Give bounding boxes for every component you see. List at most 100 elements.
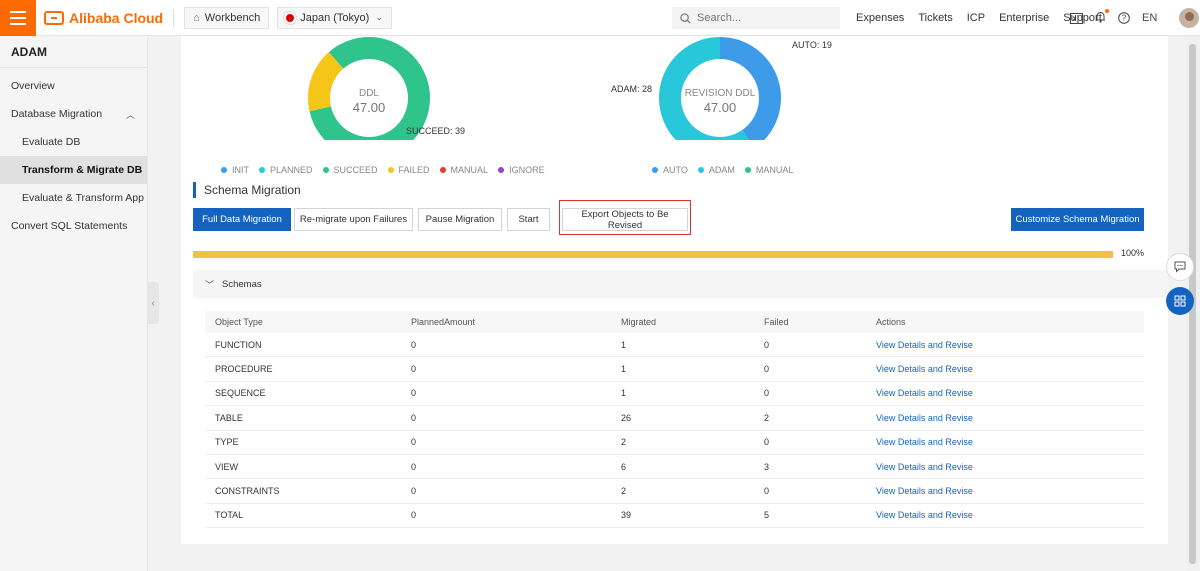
cell-migrated: 2	[621, 486, 627, 497]
cell-action-link[interactable]: View Details and Revise	[876, 388, 973, 399]
alibaba-cloud-logo-icon	[44, 10, 64, 25]
legend-dot	[387, 167, 394, 173]
legend-dot	[697, 167, 704, 173]
legend-item-manual[interactable]: MANUAL	[439, 165, 488, 175]
cell-action-link[interactable]: View Details and Revise	[876, 412, 973, 423]
ddl-slice-failed	[308, 52, 344, 112]
revision-auto-label: AUTO: 19	[792, 40, 832, 50]
legend-item-failed[interactable]: FAILED	[387, 165, 430, 175]
japan-flag-icon	[286, 13, 295, 22]
legend-dot	[498, 167, 505, 173]
sidebar-item-overview[interactable]: Overview	[0, 72, 147, 100]
legend-item-ignore[interactable]: IGNORE	[498, 165, 545, 175]
legend-item-succeed[interactable]: SUCCEED	[322, 165, 378, 175]
cell-action-link[interactable]: View Details and Revise	[876, 461, 973, 472]
table-row: VIEW 0 6 3 View Details and Revise	[205, 455, 1144, 480]
avatar[interactable]	[1179, 8, 1200, 28]
legend-label: ADAM	[708, 165, 735, 175]
ddl-slice-succeed	[309, 37, 430, 140]
table-row: PROCEDURE 0 1 0 View Details and Revise	[205, 357, 1144, 382]
export-objects-button[interactable]: Export Objects to Be Revised	[562, 208, 688, 231]
sidebar-item-label: Evaluate DB	[22, 136, 81, 148]
legend-item-adam[interactable]: ADAM	[697, 165, 735, 175]
nav-icp[interactable]: ICP	[966, 12, 986, 24]
cell-failed: 2	[764, 412, 770, 423]
cell-failed: 5	[764, 510, 770, 521]
header-migrated: Migrated	[621, 317, 657, 327]
legend-item-manual[interactable]: MANUAL	[744, 165, 794, 175]
workbench-label: Workbench	[204, 11, 261, 24]
cell-action-link[interactable]: View Details and Revise	[876, 437, 973, 448]
sidebar-item-transform-migrate-db[interactable]: Transform & Migrate DB	[0, 156, 147, 184]
language-switch[interactable]: EN	[1142, 12, 1158, 24]
sidebar-item-label: Database Migration	[11, 108, 103, 120]
table-row: SEQUENCE 0 1 0 View Details and Revise	[205, 382, 1144, 407]
sidebar-item-convert-sql[interactable]: Convert SQL Statements	[0, 212, 147, 240]
sidebar-item-database-migration[interactable]: Database Migration ︿	[0, 100, 147, 128]
chat-bubble-icon	[1174, 261, 1186, 273]
remigrate-failures-button[interactable]: Re-migrate upon Failures	[294, 208, 413, 231]
schema-table: Object Type PlannedAmount Migrated Faile…	[205, 311, 1144, 529]
cell-action-link[interactable]: View Details and Revise	[876, 486, 973, 497]
ddl-center-title: DDL	[359, 88, 379, 99]
bell-icon[interactable]	[1095, 8, 1109, 26]
chat-icon[interactable]	[1166, 253, 1194, 281]
table-body: FUNCTION 0 1 0 View Details and Revise PROCED…	[205, 333, 1144, 529]
cell-failed: 0	[764, 437, 770, 448]
nav-expenses[interactable]: Expenses	[856, 12, 905, 24]
sidebar-title: ADAM	[0, 36, 147, 68]
terminal-icon[interactable]	[1070, 12, 1083, 24]
cell-action-link[interactable]: View Details and Revise	[876, 339, 973, 350]
legend-item-init[interactable]: INIT	[221, 165, 249, 175]
help-icon[interactable]: ?	[1118, 12, 1130, 24]
search-box[interactable]	[672, 7, 840, 29]
notification-dot	[1105, 8, 1109, 13]
svg-text:?: ?	[1122, 14, 1127, 23]
sidebar-item-label: Evaluate & Transform App	[22, 192, 144, 204]
customize-schema-migration-button[interactable]: Customize Schema Migration	[1011, 208, 1144, 231]
cell-failed: 0	[764, 486, 770, 497]
sidebar-item-evaluate-transform-app[interactable]: Evaluate & Transform App	[0, 184, 147, 212]
cell-object-type: TABLE	[215, 412, 243, 423]
legend-dot	[322, 167, 329, 173]
table-row: TABLE 0 26 2 View Details and Revise	[205, 406, 1144, 431]
region-label: Japan (Tokyo)	[300, 11, 370, 24]
start-button[interactable]: Start	[507, 208, 550, 231]
pause-migration-button[interactable]: Pause Migration	[418, 208, 502, 231]
cell-action-link[interactable]: View Details and Revise	[876, 364, 973, 375]
ddl-center-value: 47.00	[353, 100, 386, 115]
table-row: FUNCTION 0 1 0 View Details and Revise	[205, 333, 1144, 358]
ddl-succeed-label: SUCCEED: 39	[406, 126, 466, 136]
cell-object-type: CONSTRAINTS	[215, 486, 280, 497]
sidebar-collapse-toggle[interactable]: ‹	[147, 282, 159, 324]
region-selector[interactable]: Japan (Tokyo) ⌄	[277, 6, 392, 29]
workbench-button[interactable]: ⌂ Workbench	[184, 6, 270, 29]
schemas-collapse-header[interactable]: ﹀ Schemas	[193, 270, 1168, 298]
ddl-legend: INIT PLANNED SUCCEED FAILED MANUAL IGNORE	[221, 165, 545, 175]
legend-dot	[652, 167, 658, 173]
legend-label: PLANNED	[270, 165, 313, 175]
sidebar-item-label: Transform & Migrate DB	[22, 164, 143, 176]
apps-grid-icon[interactable]	[1166, 287, 1194, 315]
progress-fill	[193, 251, 1113, 258]
legend-item-auto[interactable]: AUTO	[652, 165, 688, 175]
cell-action-link[interactable]: View Details and Revise	[876, 510, 973, 521]
main-card: DDL 47.00 SUCCEED: 39 REVISION DDL 47.00 A…	[181, 36, 1168, 544]
legend-dot	[221, 167, 227, 173]
cell-planned-amount: 0	[411, 412, 417, 423]
schemas-label: Schemas	[222, 278, 262, 290]
search-input[interactable]	[697, 12, 827, 24]
sidebar-item-evaluate-db[interactable]: Evaluate DB	[0, 128, 147, 156]
menu-icon[interactable]	[0, 0, 36, 36]
nav-enterprise[interactable]: Enterprise	[999, 12, 1050, 24]
brand-logo[interactable]: Alibaba Cloud	[44, 10, 163, 26]
legend-label: MANUAL	[755, 165, 794, 175]
cell-failed: 3	[764, 461, 770, 472]
nav-tickets[interactable]: Tickets	[918, 12, 953, 24]
legend-item-planned[interactable]: PLANNED	[259, 165, 313, 175]
cell-planned-amount: 0	[411, 486, 417, 497]
revision-legend: AUTO ADAM MANUAL	[652, 165, 793, 175]
top-icons: ? EN	[1070, 0, 1200, 36]
full-data-migration-button[interactable]: Full Data Migration	[193, 208, 291, 231]
